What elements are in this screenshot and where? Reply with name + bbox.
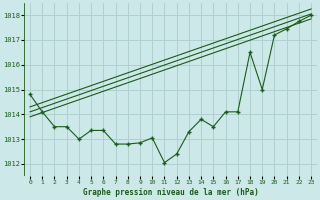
X-axis label: Graphe pression niveau de la mer (hPa): Graphe pression niveau de la mer (hPa) xyxy=(83,188,259,197)
